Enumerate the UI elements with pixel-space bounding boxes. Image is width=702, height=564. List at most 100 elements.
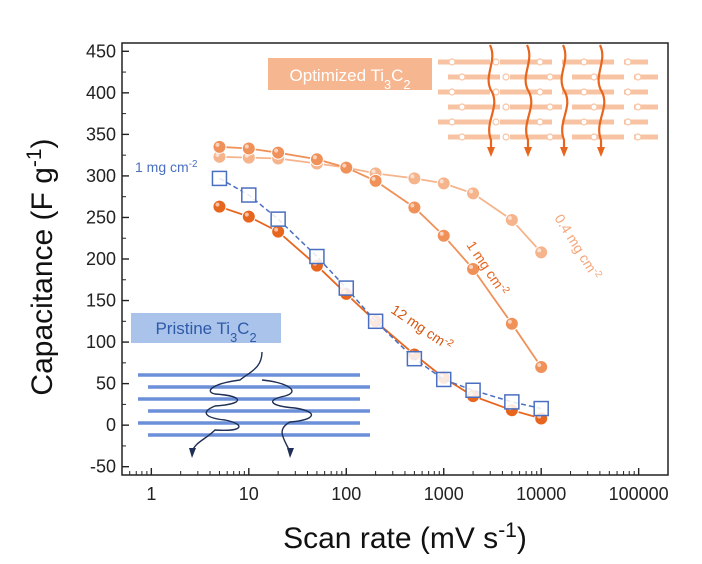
data-point-highlight: [244, 144, 249, 149]
data-point: [241, 141, 256, 156]
series-label-0.4: 0.4 mg cm-2: [551, 211, 604, 283]
x-tick-label: 10000: [516, 484, 566, 504]
data-point: [465, 382, 481, 399]
flake-node: [546, 133, 554, 141]
data-point: [338, 280, 355, 296]
data-point: [212, 139, 227, 154]
flake-node: [580, 118, 588, 126]
flake-node: [448, 118, 456, 126]
y-tick-label: 400: [86, 83, 116, 103]
data-point-highlight: [507, 319, 512, 324]
data-point: [407, 200, 422, 215]
ion-path: [597, 44, 606, 150]
ion-path: [261, 379, 312, 453]
data-point-highlight: [215, 142, 220, 147]
data-point: [436, 176, 451, 191]
flake-node: [536, 58, 544, 66]
pristine-label: Pristine Ti3C2: [155, 319, 256, 345]
data-point-highlight: [439, 179, 444, 184]
data-point-highlight: [469, 189, 474, 194]
x-tick-label: 100000: [609, 484, 669, 504]
data-point-highlight: [274, 148, 279, 153]
data-point: [435, 371, 452, 388]
x-tick-label: 1: [146, 484, 156, 504]
y-tick-label: 450: [86, 41, 116, 61]
flake-node: [502, 73, 510, 81]
flake-node: [546, 73, 554, 81]
pristine-inset: Pristine Ti3C2: [131, 313, 370, 458]
flake-node: [624, 58, 632, 66]
data-point: [211, 170, 228, 187]
data-point: [407, 171, 422, 186]
pristine-label-box: [131, 313, 281, 343]
flake-node: [502, 103, 510, 111]
x-tick-label: 1000: [424, 484, 464, 504]
data-point-highlight: [274, 227, 279, 232]
data-point-highlight: [410, 203, 415, 208]
series-label-1-pristine: 1 mg cm-2: [135, 159, 197, 176]
data-point-highlight: [215, 152, 220, 157]
y-tick-label: 150: [86, 291, 116, 311]
data-point-highlight: [371, 169, 376, 174]
flake-node: [580, 58, 588, 66]
data-point: [504, 316, 519, 331]
data-point-highlight: [537, 363, 542, 367]
flake-node: [546, 103, 554, 111]
arrow-head-icon: [560, 147, 568, 157]
flake-node: [590, 103, 598, 111]
flake-node: [492, 118, 500, 126]
data-point-highlight: [537, 248, 542, 253]
data-point-highlight: [469, 264, 474, 269]
flake-node: [590, 133, 598, 141]
y-tick-label: 100: [86, 332, 116, 352]
arrow-head-icon: [487, 147, 495, 157]
x-axis-title: Scan rate (mV s-1): [283, 519, 527, 556]
flake-node: [536, 118, 544, 126]
data-point-highlight: [312, 155, 317, 160]
flake-node: [502, 133, 510, 141]
y-tick-label: 300: [86, 166, 116, 186]
data-point: [309, 248, 325, 265]
optimized-label-box: [268, 58, 432, 90]
flake-node: [590, 73, 598, 81]
series-label-12: 12 mg cm-2: [388, 301, 455, 354]
data-point: [271, 145, 286, 160]
data-point-highlight: [410, 174, 415, 179]
x-tick-label: 10: [239, 484, 259, 504]
y-axis-title: Capacitance (F g-1): [23, 138, 60, 395]
flake-node: [634, 103, 642, 111]
data-point: [406, 350, 423, 367]
data-point: [241, 187, 257, 203]
flake-node: [492, 58, 500, 66]
y-tick-label: 350: [86, 124, 116, 144]
data-point: [368, 173, 383, 188]
data-point: [309, 152, 324, 167]
flake-node: [580, 88, 588, 96]
data-point-highlight: [215, 202, 220, 207]
flake-node: [624, 88, 632, 96]
flake-node: [536, 88, 544, 96]
data-point-highlight: [439, 231, 444, 236]
data-point: [241, 209, 256, 224]
flake-node: [624, 118, 632, 126]
data-point-highlight: [244, 212, 249, 217]
data-point: [504, 394, 520, 410]
optimized-label: Optimized Ti3C2: [290, 66, 411, 92]
data-point: [270, 211, 286, 227]
arrow-head-icon: [287, 448, 294, 458]
y-tick-label: 50: [96, 374, 116, 394]
data-point-highlight: [342, 163, 347, 168]
y-tick-label: -50: [90, 457, 116, 477]
y-tick-label: 250: [86, 207, 116, 227]
ion-path: [191, 351, 263, 453]
ion-path: [560, 44, 569, 150]
y-tick-label: 200: [86, 249, 116, 269]
arrow-head-icon: [597, 147, 605, 157]
arrow-head-icon: [189, 448, 196, 458]
data-point: [339, 160, 354, 175]
ion-path: [524, 44, 533, 150]
data-point: [212, 199, 227, 214]
x-tick-label: 100: [331, 484, 361, 504]
flake-node: [458, 103, 466, 111]
